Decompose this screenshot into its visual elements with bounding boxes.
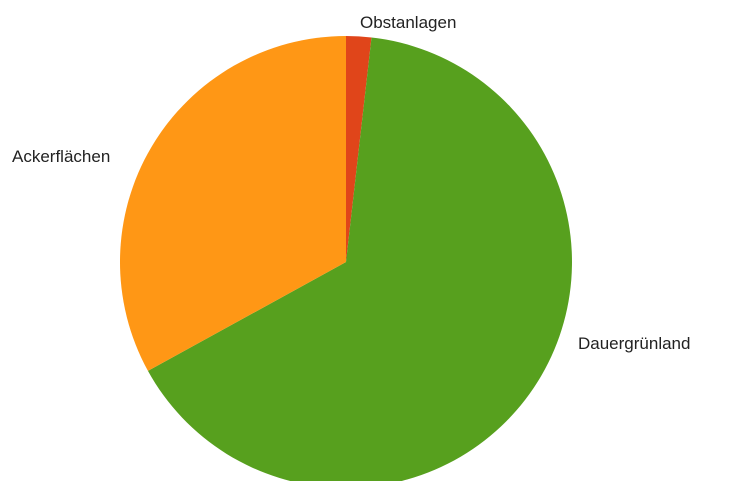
pie-slice-dauergr-nland <box>147 37 572 481</box>
slice-label-ackerflaechen: Ackerflächen <box>12 147 110 166</box>
pie-slices <box>119 35 572 481</box>
slice-label-obstanlagen: Obstanlagen <box>360 13 456 32</box>
pie-labels: Obstanlagen Dauergrünland Ackerflächen <box>12 13 690 353</box>
slice-label-dauergruenland: Dauergrünland <box>578 334 690 353</box>
pie-slice-obstanlagen <box>346 35 372 262</box>
pie-slice-ackerfl-chen <box>119 35 346 371</box>
